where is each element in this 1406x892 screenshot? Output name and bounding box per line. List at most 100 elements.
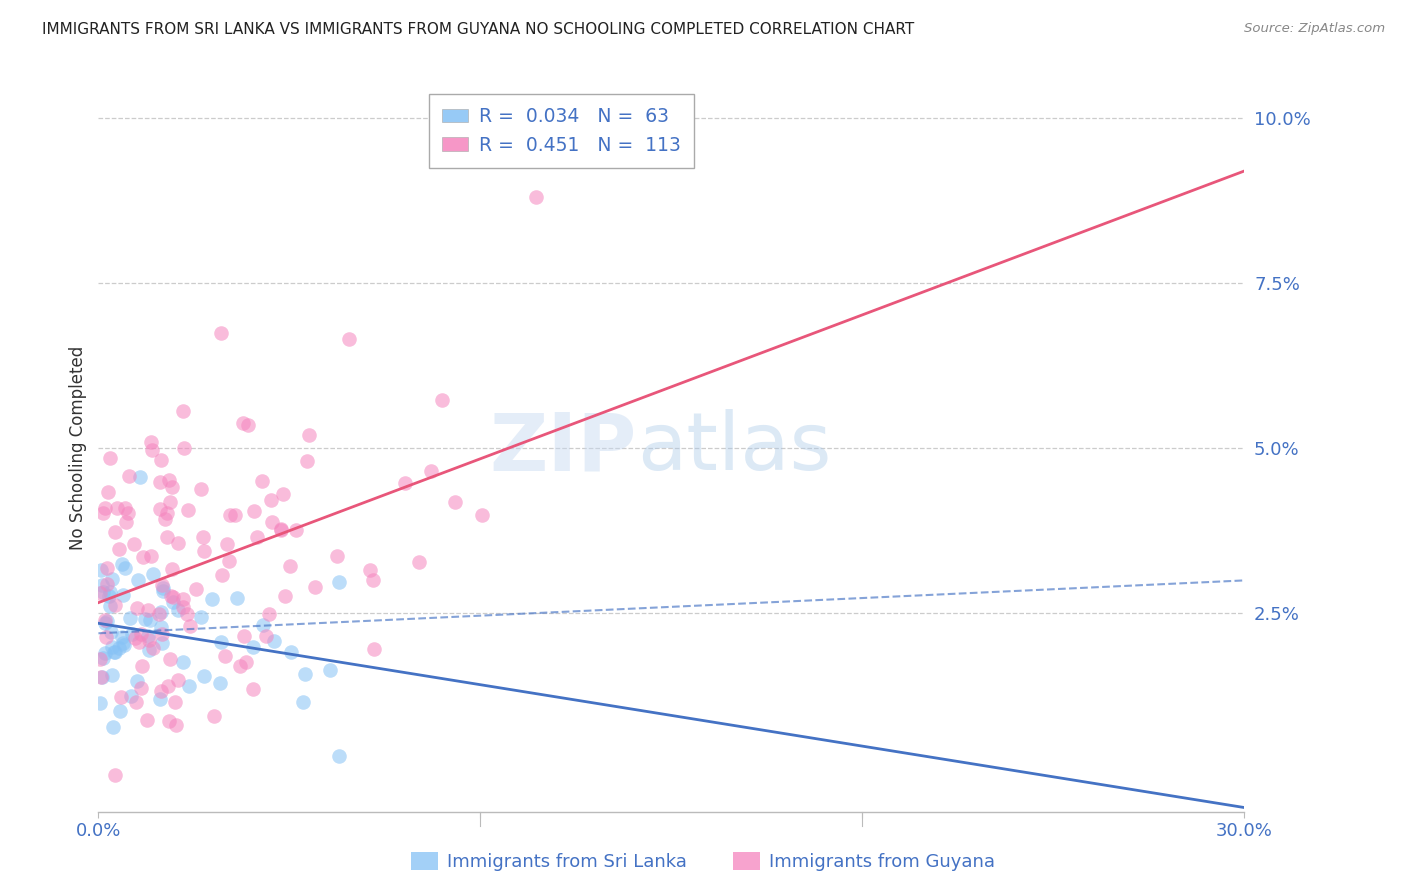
- Point: [225, 591, 247, 606]
- Point: [152, 584, 174, 599]
- Point: [260, 515, 283, 529]
- Point: [150, 578, 173, 592]
- Point: [159, 652, 181, 666]
- Point: [112, 638, 135, 652]
- Point: [100, 625, 122, 640]
- Point: [419, 464, 441, 478]
- Point: [96, 485, 118, 500]
- Point: [193, 669, 215, 683]
- Point: [103, 525, 125, 540]
- Point: [408, 555, 430, 569]
- Point: [193, 544, 215, 558]
- Point: [337, 332, 360, 346]
- Point: [149, 692, 172, 706]
- Point: [471, 508, 494, 523]
- Point: [304, 580, 326, 594]
- Legend: R =  0.034   N =  63, R =  0.451   N =  113: R = 0.034 N = 63, R = 0.451 N = 113: [429, 95, 695, 168]
- Point: [298, 428, 321, 442]
- Point: [89, 652, 111, 666]
- Point: [166, 536, 188, 550]
- Point: [150, 626, 173, 640]
- Point: [430, 392, 453, 407]
- Point: [242, 681, 264, 696]
- Point: [159, 495, 181, 509]
- Point: [128, 635, 150, 649]
- Point: [190, 482, 212, 496]
- Point: [218, 554, 240, 568]
- Point: [91, 506, 114, 520]
- Point: [224, 508, 246, 522]
- Point: [124, 631, 146, 645]
- Point: [328, 749, 350, 764]
- Point: [96, 631, 118, 645]
- Point: [235, 655, 257, 669]
- Point: [167, 673, 190, 688]
- Point: [363, 642, 385, 657]
- Point: [295, 454, 318, 468]
- Point: [177, 503, 200, 517]
- Point: [138, 632, 160, 647]
- Point: [94, 616, 117, 631]
- Point: [108, 640, 131, 655]
- Point: [135, 714, 157, 728]
- Point: [172, 403, 194, 417]
- Point: [184, 582, 207, 596]
- Point: [150, 620, 173, 634]
- Point: [90, 563, 112, 577]
- Point: [163, 695, 186, 709]
- Point: [271, 487, 294, 501]
- Point: [246, 530, 269, 544]
- Point: [127, 674, 149, 689]
- Point: [254, 629, 277, 643]
- Point: [176, 607, 198, 621]
- Point: [142, 567, 165, 582]
- Point: [232, 416, 254, 430]
- Point: [209, 326, 232, 340]
- Point: [150, 605, 173, 619]
- Point: [129, 470, 152, 484]
- Text: ZIP: ZIP: [489, 409, 637, 487]
- Point: [148, 607, 170, 621]
- Point: [94, 613, 117, 627]
- Point: [101, 640, 124, 654]
- Point: [124, 695, 146, 709]
- Point: [90, 578, 112, 592]
- Point: [91, 651, 114, 665]
- Point: [242, 640, 264, 654]
- Point: [138, 643, 160, 657]
- Point: [291, 695, 314, 709]
- Point: [260, 492, 283, 507]
- Point: [94, 646, 117, 660]
- Point: [172, 655, 194, 669]
- Point: [156, 530, 179, 544]
- Text: Source: ZipAtlas.com: Source: ZipAtlas.com: [1244, 22, 1385, 36]
- Point: [270, 522, 292, 536]
- Point: [361, 574, 384, 588]
- Point: [157, 714, 180, 728]
- Point: [91, 585, 114, 599]
- Point: [162, 590, 184, 604]
- Point: [250, 474, 273, 488]
- Point: [444, 495, 467, 509]
- Point: [280, 558, 302, 573]
- Point: [162, 595, 184, 609]
- Point: [112, 636, 135, 650]
- Point: [162, 480, 184, 494]
- Point: [165, 717, 187, 731]
- Point: [98, 585, 121, 599]
- Point: [103, 720, 125, 734]
- Point: [90, 670, 112, 684]
- Point: [242, 504, 264, 518]
- Point: [319, 663, 342, 677]
- Point: [160, 561, 183, 575]
- Point: [136, 629, 159, 643]
- Point: [136, 603, 159, 617]
- Point: [139, 549, 162, 564]
- Point: [98, 599, 121, 614]
- Point: [141, 434, 163, 449]
- Point: [127, 600, 149, 615]
- Point: [108, 704, 131, 718]
- Point: [326, 549, 349, 563]
- Point: [173, 441, 195, 455]
- Point: [219, 508, 242, 522]
